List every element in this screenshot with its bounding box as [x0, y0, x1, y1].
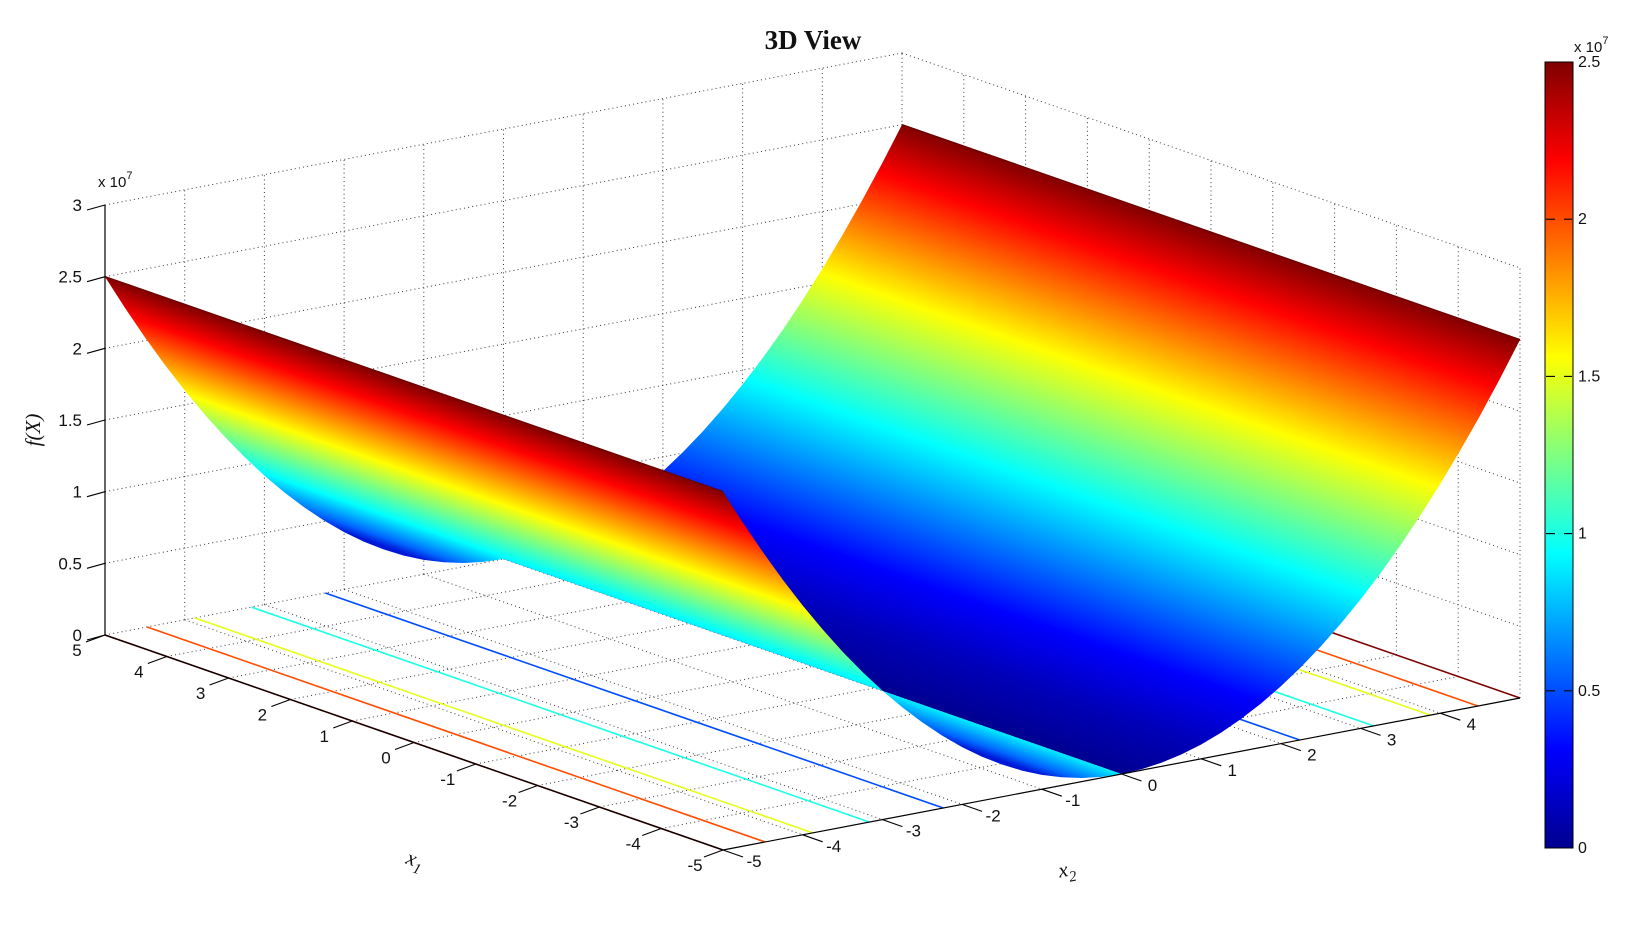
- contour-line: [146, 626, 766, 843]
- x2-tick-label: -4: [826, 837, 841, 856]
- surface-edge: [901, 123, 1521, 341]
- floor-gridline: [166, 504, 964, 657]
- x2-tick: [1041, 788, 1062, 797]
- x1-tick-label: 0: [381, 749, 390, 768]
- x2-tick-label: 1: [1227, 761, 1236, 780]
- contour-line: [194, 617, 814, 834]
- x1-tick: [271, 698, 291, 708]
- x1-tick: [642, 827, 662, 837]
- z-tick: [86, 276, 106, 283]
- floor-gridline: [228, 525, 1026, 679]
- x2-tick: [961, 803, 983, 812]
- svg-text:x2: x2: [1055, 856, 1079, 888]
- x1-tick: [456, 763, 476, 772]
- x2-tick: [1280, 743, 1302, 752]
- x2-tick: [1121, 773, 1142, 782]
- x2-tick-label: 4: [1467, 715, 1476, 734]
- colorbar-tick-label: 0.5: [1578, 683, 1600, 700]
- svg-text:x1: x1: [401, 845, 427, 878]
- x1-tick: [209, 677, 229, 686]
- x2-tick-label: -2: [986, 806, 1001, 825]
- x1-tick: [703, 849, 724, 858]
- x1-tick-label: 2: [258, 706, 267, 725]
- z-tick-label: 1.5: [58, 411, 82, 430]
- z-axis-exponent: x 107: [98, 170, 132, 191]
- x2-tick-label: -3: [906, 822, 921, 841]
- x1-tick: [518, 784, 538, 794]
- x1-tick-label: 5: [72, 641, 81, 660]
- x2-tick: [882, 819, 903, 828]
- contour-line: [325, 592, 944, 809]
- wall-gridline: [104, 339, 903, 493]
- x1-tick-label: -5: [687, 856, 702, 875]
- x2-tick-label: 2: [1307, 746, 1316, 765]
- x1-tick-label: -2: [502, 792, 517, 811]
- floor-gridline: [413, 590, 1212, 743]
- x2-tick-label: -5: [746, 852, 761, 871]
- z-tick: [86, 204, 106, 211]
- tick-labels: 0 0.5 1 1.5 2 2.5 3 5 4 3 2 1 0 -1 -2 -3 -4 -5 -5 -4 -3 -2 -1 0…: [58, 196, 1476, 875]
- z-tick-label: 2.5: [58, 268, 82, 287]
- z-axis-label: f(X): [21, 414, 45, 447]
- colorbar-tick-label: 1: [1578, 526, 1587, 543]
- colorbar: 0 0.5 1 1.5 2 2.5x 107: [1544, 35, 1608, 857]
- box-edge-dotted: [104, 52, 903, 206]
- z-tick: [86, 347, 106, 354]
- wall-gridline: [104, 410, 903, 564]
- colorbar-exponent: x 107: [1574, 35, 1608, 56]
- x2-tick: [1201, 758, 1222, 767]
- x2-tick-label: 3: [1387, 730, 1396, 749]
- x1-tick: [147, 655, 167, 665]
- x1-tick-label: 3: [196, 684, 205, 703]
- x1-tick-label: 4: [134, 663, 143, 682]
- x1-tick: [333, 720, 353, 729]
- colorbar-tick-label: 1.5: [1578, 368, 1600, 385]
- colorbar-tick-label: 0: [1578, 840, 1587, 857]
- x1-tick-label: 1: [319, 727, 328, 746]
- x1-tick: [394, 741, 415, 751]
- wall-gridline: [104, 124, 903, 278]
- x1-axis-label: x1: [401, 845, 427, 878]
- x1-tick: [580, 806, 600, 815]
- z-tick-label: 2: [73, 339, 82, 358]
- colorbar-tick-label: 2.5: [1578, 54, 1600, 71]
- surface-left-wall: [105, 276, 1122, 778]
- floor-grid: [166, 497, 1459, 836]
- z-tick-label: 0.5: [58, 554, 82, 573]
- floor-gridline: [599, 654, 1397, 808]
- x1-tick-label: -1: [440, 770, 455, 789]
- surface-right-valley: [503, 124, 1520, 774]
- plot-title: 3D View: [765, 25, 862, 55]
- x2-tick: [1440, 712, 1461, 721]
- z-tick-label: 3: [73, 196, 82, 215]
- floor-gridline: [290, 547, 1088, 700]
- x1-tick-label: -3: [564, 813, 579, 832]
- x2-tick: [802, 834, 823, 843]
- box-edge-dotted: [104, 482, 903, 636]
- floor-gridline: [475, 611, 1273, 765]
- x2-axis-label: x2: [1055, 856, 1079, 888]
- x1-tick: [85, 634, 106, 643]
- x2-tick: [1360, 727, 1381, 736]
- contour-line: [251, 606, 870, 823]
- x2-tick-label: 0: [1148, 776, 1157, 795]
- floor-gridline: [661, 676, 1459, 829]
- x2-tick-label: -1: [1065, 791, 1080, 810]
- z-tick: [86, 491, 106, 498]
- surface-mesh: [104, 123, 1521, 778]
- colorbar-tick-label: 2: [1578, 211, 1587, 228]
- colorbar-gradient: [1544, 61, 1574, 849]
- z-tick-label: 0: [73, 626, 82, 645]
- z-tick: [86, 562, 106, 569]
- floor-gridline: [352, 568, 1150, 722]
- z-tick-label: 1: [73, 483, 82, 502]
- x2-tick: [722, 849, 744, 858]
- floor-gridline: [537, 633, 1335, 786]
- z-tick: [86, 419, 106, 426]
- x1-tick-label: -4: [626, 835, 641, 854]
- surface-edge: [104, 275, 724, 493]
